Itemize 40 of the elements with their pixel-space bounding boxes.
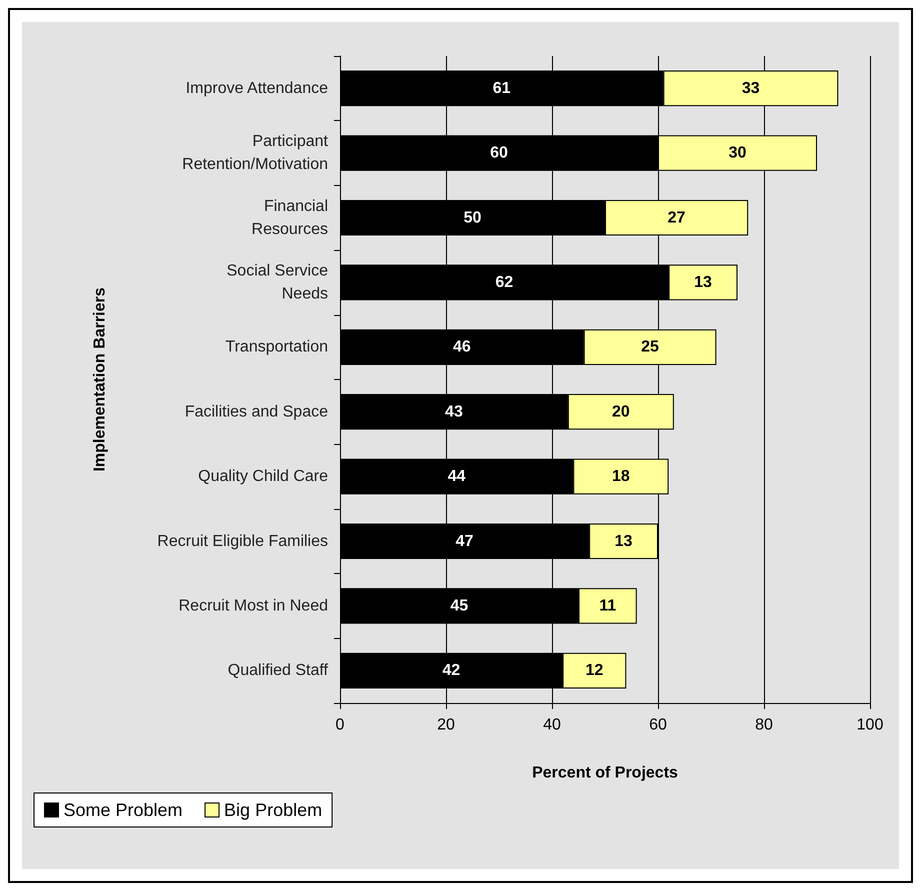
- data-label: 47: [456, 532, 474, 550]
- y-tick-label: Facilities and Space: [184, 403, 328, 420]
- data-label: 27: [668, 209, 686, 226]
- data-label: 12: [586, 662, 604, 680]
- y-tick-label: Recruit Eligible Families: [157, 532, 328, 550]
- y-tick-label: Improve Attendance: [186, 80, 328, 97]
- x-axis-title: Percent of Projects: [532, 764, 678, 782]
- x-tick-label: 40: [543, 716, 561, 734]
- y-tick-label: Transportation: [225, 338, 328, 356]
- y-tick-label: Quality Child Care: [198, 468, 328, 486]
- data-label: 43: [445, 403, 463, 420]
- y-tick-label: Participant Retention/Motivation: [182, 133, 329, 174]
- data-label: 25: [641, 338, 660, 356]
- x-tick-label: 80: [755, 716, 773, 734]
- data-label: 13: [694, 274, 712, 291]
- x-tick-label: 20: [437, 716, 455, 734]
- y-tick-label: Social Service Needs: [226, 262, 328, 302]
- data-label: 60: [490, 144, 508, 162]
- x-tick-label: 0: [336, 716, 345, 734]
- y-tick-label: Recruit Most in Need: [178, 597, 328, 614]
- data-label: 50: [464, 209, 482, 226]
- data-label: 45: [450, 597, 468, 614]
- data-label: 62: [495, 274, 514, 291]
- legend-label: Some Problem: [64, 800, 183, 820]
- y-tick-label: Financial Resources: [252, 198, 328, 238]
- data-label: 20: [612, 403, 630, 420]
- data-label: 42: [442, 662, 460, 680]
- y-tick-label: Qualified Staff: [228, 662, 329, 680]
- x-tick-label: 100: [856, 716, 884, 734]
- y-axis-title: Implementation Barriers: [92, 287, 108, 472]
- legend-label: Big Problem: [224, 800, 322, 820]
- x-tick-label: 60: [649, 716, 667, 734]
- data-label: 44: [448, 468, 466, 486]
- data-label: 11: [599, 597, 616, 614]
- data-label: 30: [728, 144, 746, 162]
- data-label: 61: [492, 80, 511, 97]
- data-label: 46: [453, 338, 471, 356]
- data-label: 33: [742, 80, 760, 97]
- data-label: 18: [612, 468, 630, 486]
- data-label: 13: [614, 532, 633, 550]
